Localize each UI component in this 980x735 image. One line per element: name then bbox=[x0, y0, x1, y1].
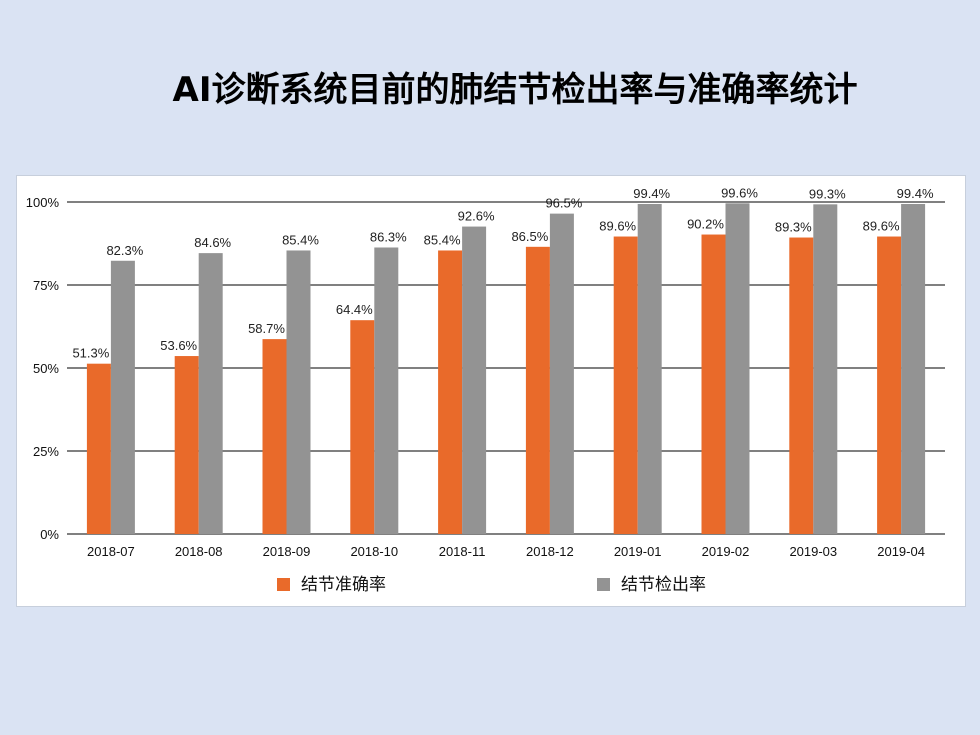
bar-accuracy bbox=[350, 320, 375, 534]
y-tick-label: 50% bbox=[33, 361, 59, 376]
x-tick-label: 2018-09 bbox=[263, 544, 311, 559]
bar-accuracy bbox=[877, 236, 902, 534]
data-label-accuracy: 89.6% bbox=[599, 219, 636, 234]
bar-accuracy bbox=[262, 339, 287, 534]
data-label-detection: 99.4% bbox=[633, 186, 670, 201]
data-label-detection: 99.6% bbox=[721, 185, 758, 200]
data-label-detection: 86.3% bbox=[370, 229, 407, 244]
data-label-accuracy: 90.2% bbox=[687, 217, 724, 232]
y-tick-label: 25% bbox=[33, 444, 59, 459]
bar-detection bbox=[198, 253, 223, 534]
data-label-accuracy: 89.6% bbox=[863, 219, 900, 234]
x-tick-label: 2018-12 bbox=[526, 544, 574, 559]
bar-detection bbox=[462, 226, 487, 534]
legend-swatch-accuracy bbox=[277, 578, 290, 591]
y-tick-label: 0% bbox=[40, 527, 59, 542]
data-label-accuracy: 53.6% bbox=[160, 338, 197, 353]
bar-accuracy bbox=[174, 356, 199, 534]
bar-accuracy bbox=[701, 234, 726, 534]
x-tick-label: 2018-10 bbox=[350, 544, 398, 559]
data-label-detection: 96.5% bbox=[545, 196, 582, 211]
x-axis-ticks: 2018-07 2018-08 2018-09 2018-10 2018-11 2018-… bbox=[87, 544, 925, 559]
data-label-accuracy: 85.4% bbox=[424, 232, 461, 247]
bar-accuracy bbox=[613, 236, 638, 534]
bar-detection bbox=[637, 203, 662, 534]
data-label-detection: 99.4% bbox=[897, 186, 934, 201]
x-tick-label: 2018-07 bbox=[87, 544, 135, 559]
x-tick-label: 2019-04 bbox=[877, 544, 925, 559]
data-label-detection: 82.3% bbox=[106, 243, 143, 258]
bar-chart: 0% 25% 50% 75% 100% 51.3% 82.3% 53.6% 84.6% 58.7… bbox=[26, 185, 945, 595]
bar-detection bbox=[110, 260, 135, 534]
data-label-detection: 84.6% bbox=[194, 235, 231, 250]
bar-detection bbox=[549, 213, 574, 534]
data-labels: 51.3% 82.3% 53.6% 84.6% 58.7% 85.4% 64.4% 86.3%… bbox=[72, 185, 934, 360]
bar-detection bbox=[725, 203, 750, 534]
data-label-accuracy: 86.5% bbox=[511, 229, 548, 244]
y-tick-label: 100% bbox=[26, 195, 60, 210]
bar-detection bbox=[901, 203, 926, 534]
data-label-accuracy: 89.3% bbox=[775, 220, 812, 235]
x-tick-label: 2018-08 bbox=[175, 544, 223, 559]
bar-accuracy bbox=[525, 246, 550, 534]
bar-detection bbox=[374, 247, 399, 534]
x-tick-label: 2019-02 bbox=[702, 544, 750, 559]
bars bbox=[86, 203, 926, 535]
bar-detection bbox=[813, 204, 838, 534]
chart-panel: 0% 25% 50% 75% 100% 51.3% 82.3% 53.6% 84.6% 58.7… bbox=[16, 175, 966, 607]
legend-label-accuracy: 结节准确率 bbox=[301, 575, 386, 595]
bar-accuracy bbox=[86, 363, 111, 534]
data-label-accuracy: 51.3% bbox=[72, 346, 109, 361]
x-tick-label: 2019-03 bbox=[789, 544, 837, 559]
bar-accuracy bbox=[438, 250, 463, 535]
bar-accuracy bbox=[789, 237, 814, 535]
data-label-detection: 85.4% bbox=[282, 232, 319, 247]
legend-label-detection: 结节检出率 bbox=[621, 575, 706, 595]
data-label-detection: 92.6% bbox=[458, 209, 495, 224]
slide-title: AI诊断系统目前的肺结节检出率与准确率统计 bbox=[172, 70, 858, 110]
legend-swatch-detection bbox=[597, 578, 610, 591]
y-tick-label: 75% bbox=[33, 278, 59, 293]
legend: 结节准确率 结节检出率 bbox=[277, 575, 706, 595]
y-axis-ticks: 0% 25% 50% 75% 100% bbox=[26, 195, 60, 542]
data-label-accuracy: 64.4% bbox=[336, 302, 373, 317]
x-tick-label: 2018-11 bbox=[439, 544, 486, 559]
x-tick-label: 2019-01 bbox=[614, 544, 662, 559]
bar-detection bbox=[286, 250, 311, 535]
data-label-accuracy: 58.7% bbox=[248, 321, 285, 336]
data-label-detection: 99.3% bbox=[809, 186, 846, 201]
